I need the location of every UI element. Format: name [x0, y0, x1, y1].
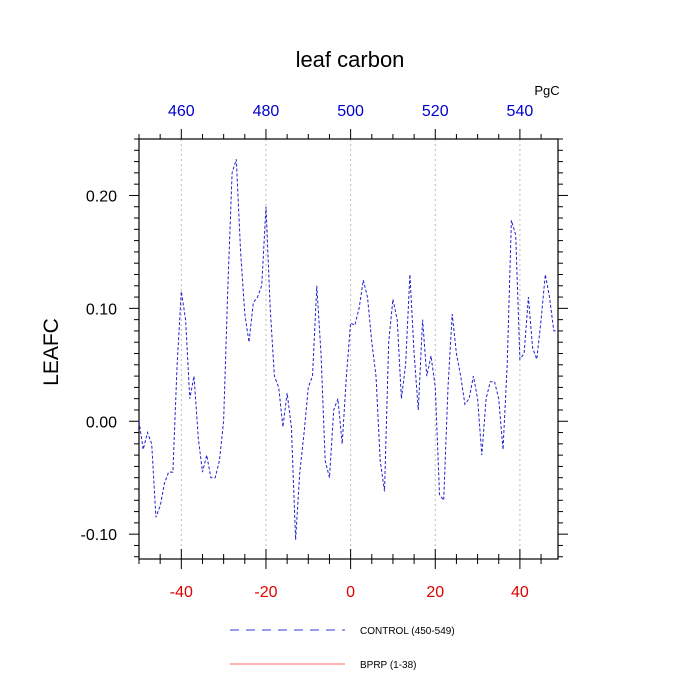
top-tick-label: 520 [422, 103, 449, 120]
bottom-tick-label: 20 [426, 584, 444, 601]
left-tick-label: -0.10 [81, 527, 118, 544]
bottom-tick-label: -20 [254, 584, 277, 601]
y-axis-label: LEAFC [40, 318, 63, 386]
top-tick-label: 540 [507, 103, 534, 120]
top-tick-label: 480 [253, 103, 280, 120]
legend-entry-control: CONTROL (450-549) [230, 626, 455, 637]
top-tick-label: 460 [168, 103, 195, 120]
bottom-tick-label: 0 [346, 584, 355, 601]
series-line-control [138, 159, 558, 540]
grid-lines [180, 139, 521, 559]
series-layer [138, 159, 558, 540]
top-tick-label: 500 [337, 103, 364, 120]
legend-entry-bprp: BPRP (1-38) [230, 660, 417, 671]
axes: -40 -20 0 20 40 460 480 500 520 540 -0.10 0.00 0.10 0… [81, 103, 568, 601]
top-axis-unit: PgC [534, 83, 559, 98]
legend-label-control: CONTROL (450-549) [360, 626, 455, 637]
plot-frame [138, 138, 559, 560]
chart-title: leaf carbon [296, 47, 405, 72]
legend: CONTROL (450-549) BPRP (1-38) [230, 626, 455, 671]
left-tick-label: 0.20 [86, 188, 117, 205]
bottom-tick-label: 40 [511, 584, 529, 601]
bottom-tick-label: -40 [170, 584, 193, 601]
left-tick-label: 0.00 [86, 414, 117, 431]
legend-label-bprp: BPRP (1-38) [360, 660, 417, 671]
left-tick-label: 0.10 [86, 301, 117, 318]
